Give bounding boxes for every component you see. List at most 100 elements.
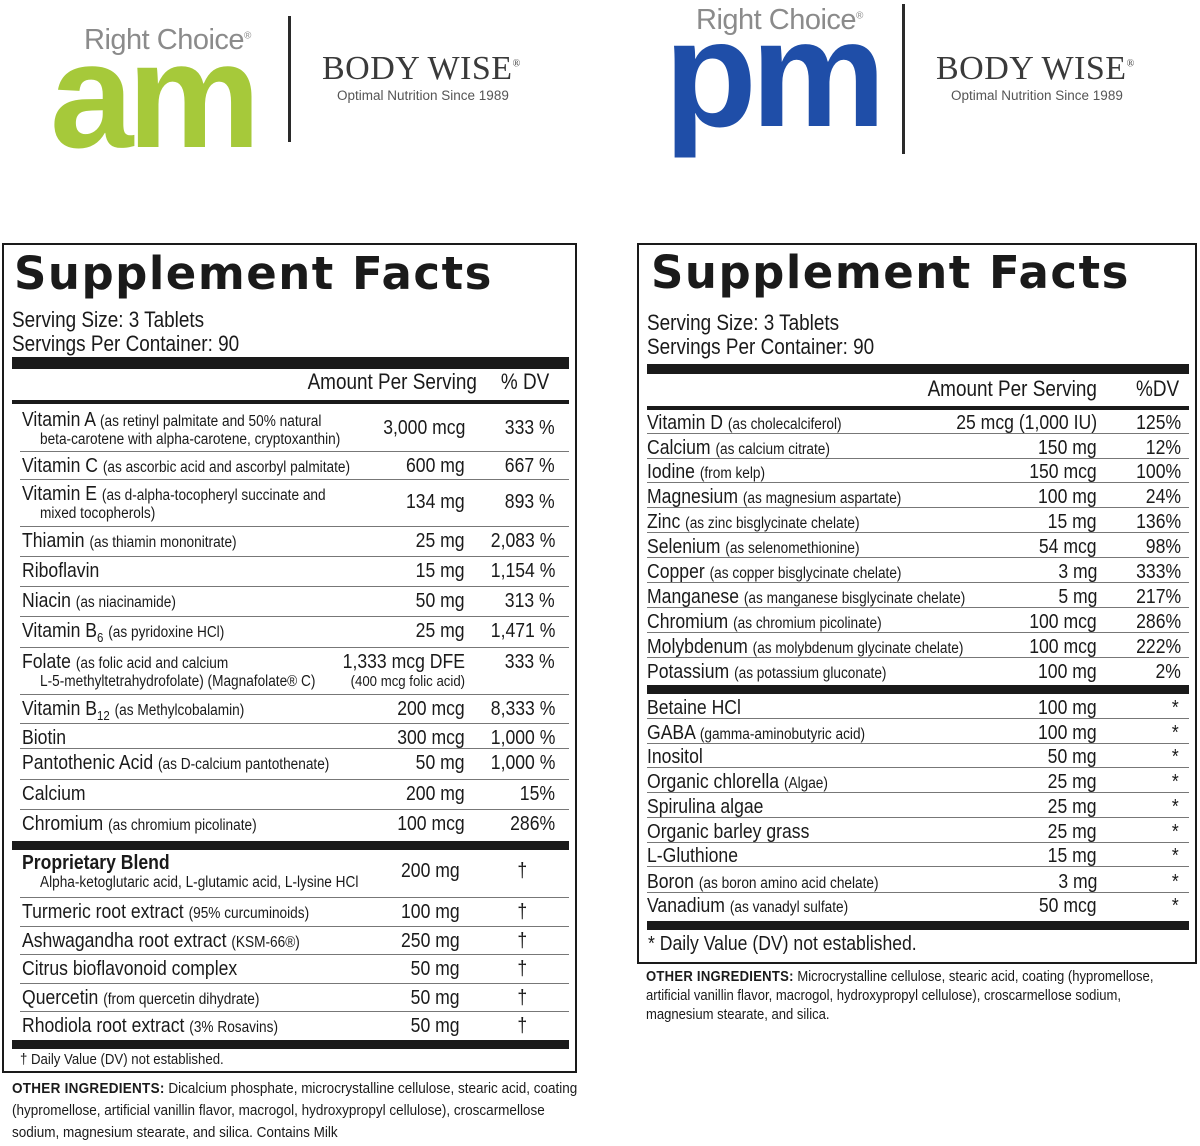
nutrient-name: Proprietary Blend: [22, 852, 170, 875]
row-divider: [647, 482, 1189, 483]
nutrient-amount: 50 mg: [411, 1015, 460, 1037]
nutrient-amount: 100 mg: [1038, 697, 1097, 719]
row-divider: [647, 607, 1189, 608]
nutrient-qualifier: (as molybdenum glycinate chelate): [752, 640, 964, 657]
nutrient-dv: *: [1172, 821, 1179, 843]
nutrient-name: Vitamin C (as ascorbic acid and ascorbyl…: [22, 455, 350, 478]
nutrient-amount: 300 mcg: [397, 727, 465, 749]
nutrient-amount: 15 mg: [416, 560, 465, 582]
nutrient-dv: *: [1172, 697, 1179, 719]
nutrient-label: Citrus bioflavonoid complex: [22, 958, 238, 980]
nutrient-name: Organic barley grass: [647, 821, 809, 844]
am-serving-size: Serving Size: 3 Tablets: [12, 307, 205, 332]
nutrient-amount: 50 mg: [411, 958, 460, 980]
nutrient-amount: 15 mg: [1048, 511, 1097, 533]
nutrient-qualifier: (as potassium gluconate): [734, 665, 887, 682]
nutrient-qualifier: (gamma-aminobutyric acid): [699, 726, 866, 743]
pm-tagline: Optimal Nutrition Since 1989: [951, 88, 1123, 103]
am-other-text: Dicalcium phosphate, microcrystalline ce…: [12, 1080, 578, 1141]
nutrient-detail: beta-carotene with alpha-carotene, crypt…: [40, 431, 341, 448]
nutrient-dv: 2%: [1155, 661, 1181, 683]
nutrient-amount: 134 mg: [406, 491, 465, 513]
pm-other-text: Microcrystalline cellulose, stearic acid…: [646, 969, 1154, 1023]
nutrient-amount: 150 mg: [1038, 437, 1097, 459]
nutrient-dv: *: [1172, 895, 1179, 917]
row-divider: [20, 526, 569, 527]
row-divider: [20, 586, 569, 587]
nutrient-dv: 286%: [1135, 611, 1181, 633]
nutrient-dv: 125%: [1135, 412, 1181, 434]
nutrient-qualifier: (as copper bisglycinate chelate): [709, 565, 902, 582]
nutrient-amount: 100 mg: [1038, 722, 1097, 744]
nutrient-label: Selenium: [647, 536, 721, 558]
nutrient-qualifier: (as boron amino acid chelate): [698, 875, 879, 892]
nutrient-amount: 1,333 mcg DFE: [342, 651, 465, 673]
nutrient-dv: 15%: [519, 783, 555, 805]
nutrient-amount: 25 mcg (1,000 IU): [956, 412, 1097, 434]
pm-mid-rule: [647, 685, 1189, 694]
nutrient-amount: 200 mcg: [397, 698, 465, 720]
row-divider: [647, 718, 1189, 719]
nutrient-amount: 150 mcg: [1029, 461, 1097, 483]
nutrient-label: Boron: [647, 871, 694, 893]
pm-thick-rule: [647, 364, 1189, 374]
nutrient-name: GABA (gamma-aminobutyric acid): [647, 722, 865, 745]
row-divider: [20, 451, 569, 452]
row-divider: [647, 532, 1189, 533]
nutrient-dv: 98%: [1145, 536, 1181, 558]
nutrient-dv: 313 %: [505, 590, 555, 612]
nutrient-amount: 25 mg: [1048, 796, 1097, 818]
nutrient-qualifier: (as magnesium aspartate): [742, 490, 902, 507]
pm-footnote: * Daily Value (DV) not established.: [648, 933, 917, 955]
nutrient-qualifier: (as manganese bisglycinate chelate): [743, 590, 966, 607]
row-divider: [20, 723, 569, 724]
nutrient-label: Copper: [647, 561, 705, 583]
nutrient-name: Pantothenic Acid (as D-calcium pantothen…: [22, 752, 329, 775]
pm-panel-title: Supplement Facts: [651, 246, 1130, 299]
nutrient-label: Vitamin D: [647, 412, 723, 434]
nutrient-qualifier: (as niacinamide): [75, 594, 176, 611]
nutrient-amount: 200 mg: [406, 783, 465, 805]
nutrient-name: Thiamin (as thiamin mononitrate): [22, 530, 237, 553]
pm-logo-divider: [902, 4, 905, 154]
row-divider: [20, 954, 569, 955]
nutrient-amount: 25 mg: [1048, 821, 1097, 843]
nutrient-name: Organic chlorella (Algae): [647, 771, 828, 794]
nutrient-name: Inositol: [647, 746, 703, 769]
nutrient-label: Zinc: [647, 511, 681, 533]
nutrient-label: Inositol: [647, 746, 703, 768]
nutrient-label: Iodine: [647, 461, 695, 483]
nutrient-name: Vitamin B12 (as Methylcobalamin): [22, 698, 244, 723]
nutrient-dv: 667 %: [505, 455, 555, 477]
row-divider: [20, 897, 569, 898]
nutrient-dv: 1,000 %: [490, 752, 555, 774]
nutrient-dv: 1,471 %: [490, 620, 555, 642]
nutrient-label: Potassium: [647, 661, 730, 683]
row-divider: [20, 983, 569, 984]
nutrient-label: Rhodiola root extract: [22, 1015, 185, 1037]
am-blend-rule: [12, 841, 569, 850]
am-thick-rule: [12, 357, 569, 369]
nutrient-dv: 333 %: [505, 417, 555, 439]
row-divider: [647, 458, 1189, 459]
nutrient-label: L-Gluthione: [647, 845, 738, 867]
nutrient-qualifier: (3% Rosavins): [189, 1019, 278, 1036]
row-divider: [647, 892, 1189, 893]
nutrient-amount: 5 mg: [1057, 586, 1097, 608]
nutrient-dv: 333 %: [505, 651, 555, 673]
row-divider: [20, 748, 569, 749]
nutrient-name: Ashwagandha root extract (KSM-66®): [22, 930, 300, 953]
nutrient-name: Manganese (as manganese bisglycinate che…: [647, 586, 965, 609]
nutrient-name: Betaine HCl: [647, 697, 741, 720]
nutrient-name: Iodine (from kelp): [647, 461, 765, 484]
nutrient-qualifier: (as cholecalciferol): [727, 416, 842, 433]
nutrient-label: Quercetin: [22, 987, 99, 1009]
am-tagline: Optimal Nutrition Since 1989: [337, 88, 509, 103]
nutrient-label: GABA: [647, 722, 695, 744]
nutrient-dv: †: [517, 901, 527, 923]
nutrient-dv: *: [1172, 722, 1179, 744]
nutrient-label: Magnesium: [647, 486, 738, 508]
nutrient-dv: *: [1172, 796, 1179, 818]
pm-dv-header: %DV: [1135, 376, 1179, 401]
am-other-ingredients: OTHER INGREDIENTS: Dicalcium phosphate, …: [12, 1078, 584, 1144]
